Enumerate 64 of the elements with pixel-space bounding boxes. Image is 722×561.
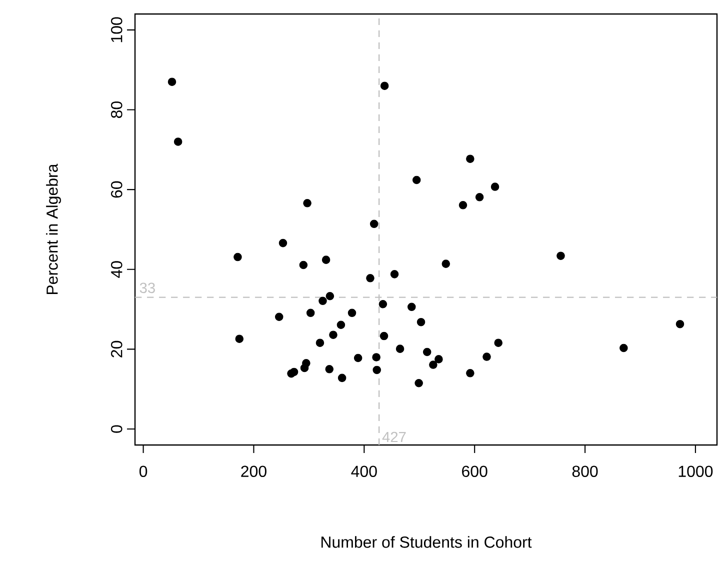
point [318,296,327,306]
point [676,320,684,328]
point [325,365,334,374]
x-tick-label: 800 [572,466,598,478]
point [316,338,324,347]
ref-line-label: 33 [140,282,155,294]
y-axis-title: Percent in Algebra [46,164,61,294]
y-tick-label: 60 [110,181,122,198]
point [322,256,330,264]
point [466,154,474,163]
point [380,332,388,340]
y-tick-label: 20 [110,340,122,358]
y-tick-label: 100 [110,17,122,42]
point [429,360,438,369]
point [336,320,346,330]
point [306,308,315,318]
point [354,354,362,362]
point [278,238,288,248]
point [303,199,312,208]
point [174,138,182,146]
point [370,220,378,228]
point [168,78,176,86]
point [475,193,484,202]
point [338,374,346,382]
point [422,348,432,356]
x-tick-label: 1000 [678,466,713,478]
point [287,369,296,378]
point [620,344,628,352]
point [390,270,399,278]
point [442,260,450,268]
x-axis-title: Number of Students in Cohort [321,536,532,548]
point [234,252,242,262]
point [408,302,416,312]
point [490,182,500,191]
point [466,369,474,378]
x-tick-label: 200 [241,466,266,478]
point [329,330,338,339]
point [396,344,404,353]
point [326,292,334,300]
point [434,355,443,364]
point [416,318,426,326]
point [556,252,565,260]
point [348,308,356,318]
y-tick-label: 80 [110,101,122,118]
point [300,364,309,372]
point [366,274,374,282]
point [274,312,284,322]
point [458,201,468,210]
point [380,82,389,90]
point [372,366,381,374]
point [378,300,388,308]
ref-line-label: 427 [382,432,406,442]
point [414,378,423,388]
x-tick-label: 0 [139,466,148,478]
point [372,353,380,362]
y-tick-label: 0 [110,425,122,433]
point [299,260,308,270]
point [494,338,502,347]
y-tick-label: 40 [110,261,122,278]
point [235,334,244,343]
x-tick-label: 400 [351,466,377,478]
point [482,352,491,361]
point [412,176,421,184]
x-tick-label: 600 [462,466,488,478]
